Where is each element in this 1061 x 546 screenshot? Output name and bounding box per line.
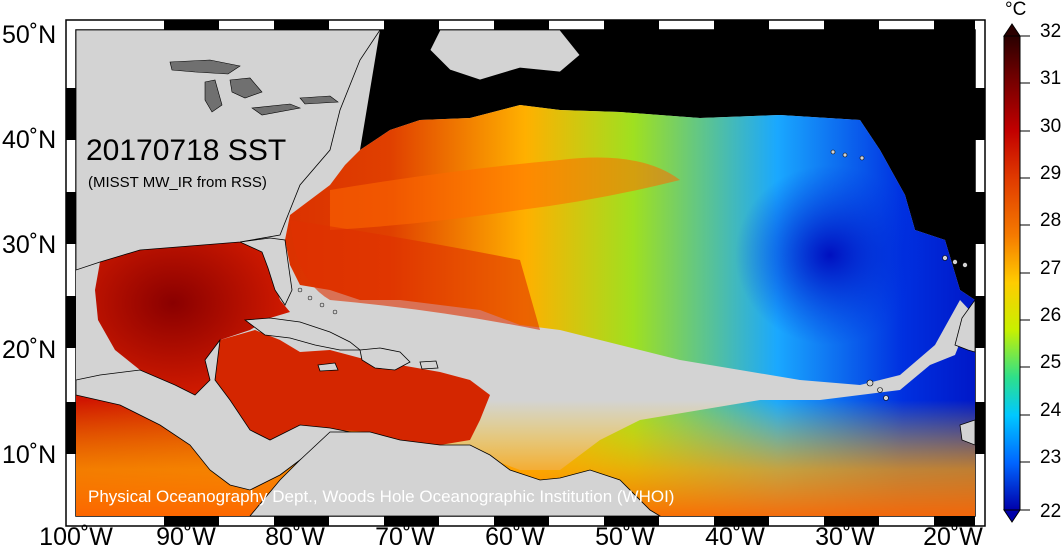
colorbar-tick-label: 27 (1040, 258, 1061, 279)
subtropical-warm (290, 220, 540, 330)
colorbar-tick-label: 28 (1040, 210, 1061, 231)
latitude-labels: 50˚N 40˚N 30˚N 20˚N 10˚N (2, 21, 56, 469)
lat-label: 10˚N (2, 441, 56, 469)
colorbar-bottom-arrow (1003, 509, 1021, 523)
gulf-of-mexico (95, 242, 290, 395)
atlantic-islands (830, 149, 968, 401)
newfoundland-land (429, 30, 581, 81)
credit-text: Physical Oceanography Dept., Woods Hole … (88, 487, 674, 506)
colorbar-tick-label: 29 (1040, 163, 1061, 184)
lon-label: 50˚W (595, 523, 655, 546)
lon-label: 90˚W (156, 523, 216, 546)
colorbar-tick-label: 26 (1040, 305, 1061, 326)
colorbar: °C 32 31 30 29 28 27 26 25 24 23 22 (1003, 0, 1061, 523)
cold-pool (735, 165, 925, 345)
colorbar-tick-label: 30 (1040, 116, 1061, 137)
lon-label: 80˚W (265, 523, 325, 546)
puerto-rico-island (419, 360, 439, 370)
no-data-region (360, 30, 975, 300)
south-america-land (249, 431, 661, 516)
lat-label: 20˚N (2, 336, 56, 364)
colorbar-tick-label: 31 (1040, 68, 1061, 89)
colorbar-gradient (1003, 35, 1021, 511)
map-title: 20170718 SST (86, 134, 286, 167)
colorbar-top-arrow (1003, 23, 1021, 37)
colorbar-tick-label: 24 (1040, 400, 1061, 421)
north-america-land (76, 30, 381, 271)
colorbar-tick-label: 23 (1040, 447, 1061, 468)
africa-coast-land (954, 299, 975, 353)
lat-label: 50˚N (2, 21, 56, 49)
jamaica-island (317, 362, 339, 372)
florida-peninsula (238, 237, 293, 306)
gulf-stream-band (330, 157, 680, 230)
colorbar-tick-label: 25 (1040, 352, 1061, 373)
lat-label: 30˚N (2, 231, 56, 259)
lon-label: 60˚W (485, 523, 545, 546)
lat-label: 40˚N (2, 126, 56, 154)
lon-label: 40˚W (705, 523, 765, 546)
lon-label: 30˚W (815, 523, 875, 546)
longitude-labels: 100˚W 90˚W 80˚W 70˚W 60˚W 50˚W 40˚W 30˚W… (39, 523, 983, 546)
lon-label: 70˚W (375, 523, 435, 546)
map-subtitle: (MISST MW_IR from RSS) (88, 174, 267, 191)
central-america-land (76, 338, 352, 491)
bahamas-islands (297, 287, 338, 315)
lon-label: 20˚W (923, 523, 983, 546)
hispaniola-island (359, 347, 411, 371)
caribbean-sea (215, 330, 490, 445)
africa-west-land (959, 419, 975, 446)
great-lakes (169, 59, 339, 116)
colorbar-tick-label: 22 (1040, 501, 1061, 522)
colorbar-tick-label: 32 (1040, 21, 1061, 42)
colorbar-unit: °C (1005, 0, 1026, 20)
colorbar-ticks: 32 31 30 29 28 27 26 25 24 23 22 (1040, 21, 1061, 522)
lon-label: 100˚W (39, 523, 113, 546)
